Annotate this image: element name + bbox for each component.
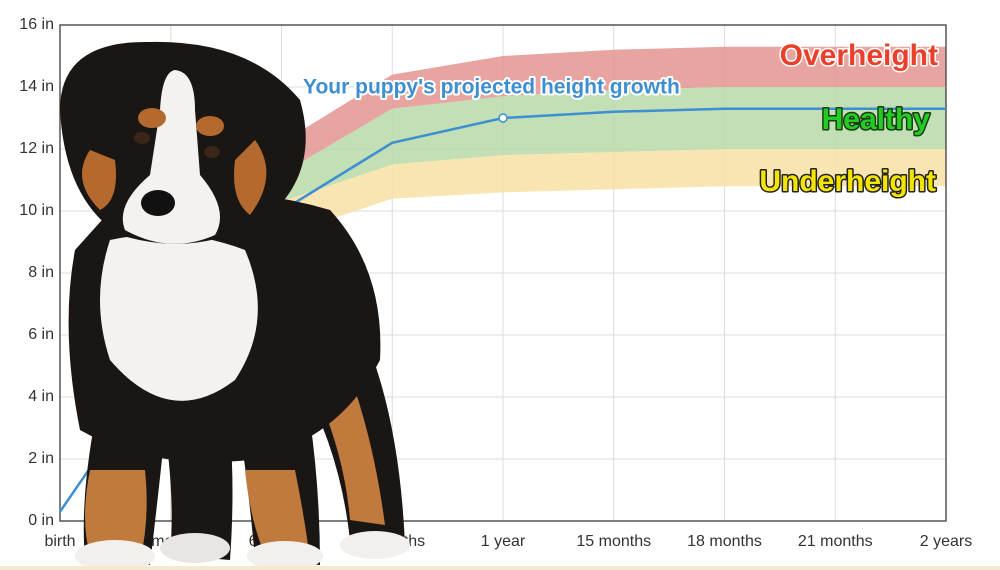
puppy-tan <box>320 390 385 525</box>
plot-frame <box>59 24 947 522</box>
bottom-strip <box>0 566 1000 570</box>
x-tick-label: birth <box>44 533 75 550</box>
band-area <box>281 87 946 202</box>
puppy-tan <box>85 470 147 560</box>
puppy-paw <box>340 531 410 559</box>
puppy-tan <box>82 150 116 210</box>
puppy-eye <box>134 132 150 144</box>
y-tick-label: 6 in <box>28 326 54 343</box>
puppy-tan <box>245 470 310 560</box>
x-tick-label: 15 months <box>576 533 651 550</box>
x-tick-label: 18 months <box>687 533 762 550</box>
puppy-chest <box>100 234 258 401</box>
x-tick-label: 2 years <box>920 533 972 550</box>
y-tick-label: 16 in <box>19 16 54 33</box>
puppy-brow <box>138 108 166 128</box>
y-tick-label: 2 in <box>28 450 54 467</box>
x-tick-label: 1 year <box>481 533 526 550</box>
puppy-brow <box>196 116 224 136</box>
y-tick-label: 8 in <box>28 264 54 281</box>
y-tick-label: 0 in <box>28 512 54 529</box>
puppy-paw <box>247 541 323 570</box>
puppy-tan <box>234 140 267 215</box>
growth-point <box>498 113 508 123</box>
puppy-photo <box>60 41 410 570</box>
y-tick-label: 10 in <box>19 202 54 219</box>
band-label: Underheight <box>759 165 936 198</box>
band-label: Overheight <box>780 39 938 72</box>
y-tick-label: 4 in <box>28 388 54 405</box>
puppy-paw <box>160 533 230 563</box>
y-tick-label: 12 in <box>19 140 54 157</box>
series-label: Your puppy's projected height growth <box>303 76 680 99</box>
puppy-leg <box>165 430 233 560</box>
band-label: Healthy <box>822 103 931 136</box>
puppy-nose <box>141 190 175 216</box>
y-tick-label: 14 in <box>19 78 54 95</box>
x-tick-label: 21 months <box>798 533 873 550</box>
band-area <box>281 149 946 236</box>
puppy-paw <box>75 540 155 570</box>
puppy-eye <box>204 146 220 158</box>
band-area <box>281 46 946 174</box>
